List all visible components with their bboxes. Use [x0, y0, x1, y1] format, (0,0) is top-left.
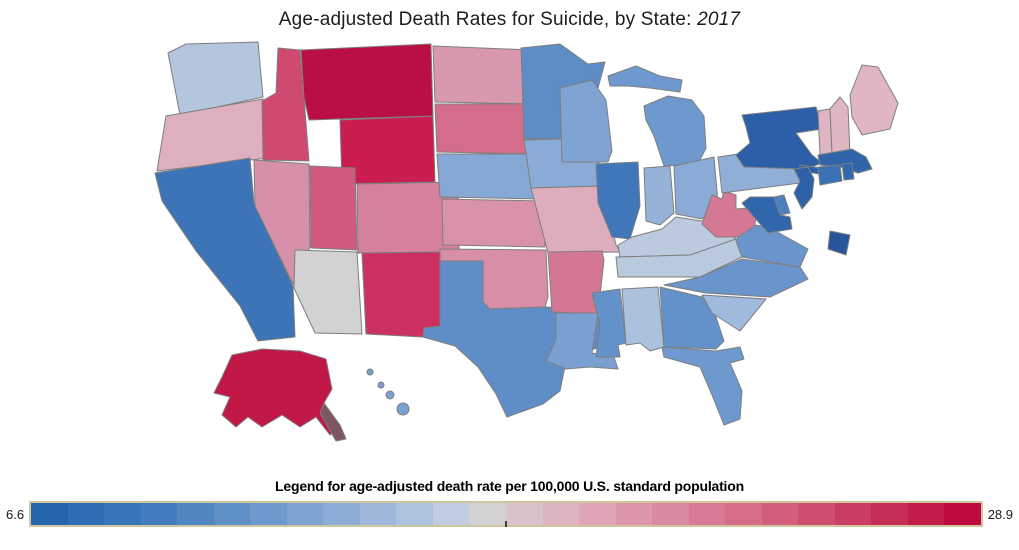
state-new-jersey[interactable]: New Jersey: 8.3 — [793, 166, 815, 210]
legend-ramp-segment — [944, 503, 981, 525]
state-mississippi[interactable]: Mississippi: 13.3 — [591, 288, 627, 358]
state-hawaii-island-3[interactable]: Hawaii: 14.5 — [385, 390, 395, 400]
state-south-carolina[interactable]: South Carolina: 16.1 — [701, 294, 767, 332]
state-new-york[interactable]: New York: 8.1 — [735, 106, 823, 170]
state-north-dakota[interactable]: North Dakota: 19.1 — [432, 45, 534, 105]
state-alaska-panhandle[interactable] — [319, 402, 347, 442]
state-california[interactable]: California: 10.5 — [154, 157, 296, 342]
state-maine[interactable]: Maine: 18.4 — [849, 64, 899, 136]
legend-ramp-segment — [725, 503, 762, 525]
state-texas[interactable]: Texas: 13 — [422, 260, 601, 418]
legend-ramp-segment — [469, 503, 506, 525]
legend: Legend for age-adjusted death rate per 1… — [0, 478, 1019, 527]
state-new-hampshire[interactable]: New Hampshire: 18.1 — [829, 96, 851, 156]
page-title-text: Age-adjusted Death Rates for Suicide, by… — [278, 9, 698, 30]
state-indiana[interactable]: Indiana: 15.4 — [643, 165, 675, 226]
us-choropleth-map: Washington: 16.5 Oregon: 18.7 California… — [154, 41, 899, 442]
state-connecticut[interactable]: Connecticut: 10.2 — [817, 164, 843, 186]
legend-row: 6.6 28.9 — [0, 501, 1019, 527]
legend-ramp-segment — [31, 503, 68, 525]
legend-ramp-segment — [140, 503, 178, 525]
state-idaho[interactable]: Idaho: 23.2 — [261, 47, 310, 162]
legend-ramp-segment — [834, 503, 872, 525]
legend-ramp-segment — [542, 503, 580, 525]
legend-ramp-segment — [359, 503, 397, 525]
state-massachusetts[interactable]: Massachusetts: 9.5 — [817, 148, 873, 174]
legend-max-label: 28.9 — [987, 506, 1013, 522]
legend-ramp-segment — [505, 503, 543, 525]
legend-ramp-segment — [871, 503, 908, 525]
legend-ramp-segment — [286, 503, 324, 525]
state-west-virginia[interactable]: West Virginia: 20 — [701, 190, 759, 238]
legend-ramp-segment — [615, 503, 653, 525]
legend-ramp-segment — [250, 503, 287, 525]
state-montana[interactable]: Montana: 28.9 — [300, 43, 434, 121]
state-maryland[interactable]: Maryland: 9.8 — [741, 196, 793, 234]
state-rhode-island[interactable]: Rhode Island: 10 — [841, 162, 855, 181]
state-north-carolina[interactable]: North Carolina: 13.8 — [663, 258, 809, 298]
state-alabama[interactable]: Alabama: 16.4 — [621, 286, 665, 352]
legend-ramp-segment — [396, 503, 433, 525]
state-michigan-upper-peninsula[interactable]: Michigan: 14.2 — [607, 65, 683, 93]
legend-ramp-segment — [432, 503, 470, 525]
legend-midpoint-tick — [504, 521, 507, 527]
legend-ramp-segment — [67, 503, 105, 525]
legend-ramp-segment — [798, 503, 835, 525]
page-title: Age-adjusted Death Rates for Suicide, by… — [0, 0, 1019, 31]
legend-min-label: 6.6 — [6, 506, 25, 522]
state-wisconsin[interactable]: Wisconsin: 14.9 — [559, 79, 613, 163]
state-virginia[interactable]: Virginia: 13.9 — [735, 224, 809, 268]
state-washington[interactable]: Washington: 16.5 — [167, 41, 264, 116]
legend-ramp-segment — [761, 503, 799, 525]
state-florida[interactable]: Florida: 14.1 — [661, 346, 745, 426]
state-arizona[interactable]: Arizona: 17.5 — [293, 249, 363, 335]
legend-ramp-segment — [177, 503, 214, 525]
legend-ramp-segment — [323, 503, 360, 525]
state-district-of-columbia-callout[interactable]: District of Columbia: 6.6 — [827, 230, 851, 256]
legend-ramp-segment — [104, 503, 141, 525]
legend-ramp-segment — [907, 503, 945, 525]
legend-ramp-segment — [652, 503, 689, 525]
legend-ramp-segment — [688, 503, 726, 525]
legend-ramp-segment — [579, 503, 616, 525]
page-title-year: 2017 — [697, 9, 741, 30]
legend-ramp-segment — [213, 503, 251, 525]
state-utah[interactable]: Utah: 22.7 — [309, 165, 358, 251]
legend-color-ramp — [29, 501, 983, 527]
legend-title: Legend for age-adjusted death rate per 1… — [275, 478, 744, 494]
state-hawaii-island-4[interactable]: Hawaii: 14.5 — [396, 402, 410, 416]
state-hawaii-island-2[interactable]: Hawaii: 14.5 — [377, 381, 385, 389]
state-michigan[interactable]: Michigan: 14.2 — [643, 95, 707, 167]
state-new-mexico[interactable]: New Mexico: 23.3 — [361, 251, 441, 338]
state-nebraska[interactable]: Nebraska: 15 — [436, 153, 543, 200]
state-hawaii-island-1[interactable]: Hawaii: 14.5 — [366, 368, 374, 376]
state-oregon[interactable]: Oregon: 18.7 — [156, 98, 269, 172]
state-kansas[interactable]: Kansas: 19.7 — [441, 198, 546, 248]
state-alaska[interactable]: Alaska: 27 — [213, 348, 339, 436]
state-south-dakota[interactable]: South Dakota: 20.5 — [434, 103, 537, 155]
